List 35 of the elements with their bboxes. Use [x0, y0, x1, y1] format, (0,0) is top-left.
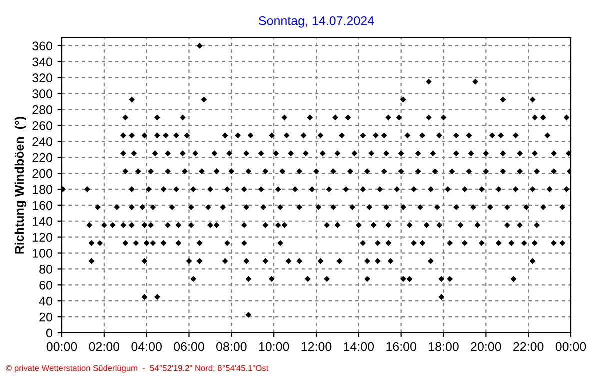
y-tick-label: 140 [33, 217, 52, 226]
y-tick-label: 80 [40, 265, 52, 274]
y-tick-label: 320 [32, 74, 52, 83]
y-tick-label: 20 [40, 312, 52, 322]
x-tick-label: 08:00 [216, 342, 247, 352]
y-tick-label: 220 [32, 153, 52, 162]
y-tick-label: 360 [32, 42, 52, 51]
y-tick-label: 340 [32, 58, 52, 67]
x-tick-label: 12:00 [302, 342, 332, 352]
x-tick-label: 16:00 [386, 342, 416, 352]
y-tick-label: 120 [33, 233, 52, 242]
y-tick-label: 200 [32, 169, 52, 178]
y-tick-label: 160 [33, 201, 52, 210]
x-tick-label: 20:00 [471, 342, 502, 352]
y-tick-label: 100 [33, 249, 52, 258]
chart-title: Sonntag, 14.07.2024 [259, 16, 374, 28]
y-axis-title: Richtung Windböen (°) [14, 117, 27, 254]
x-tick-label: 04:00 [132, 342, 162, 352]
x-tick-label: 10:00 [259, 342, 290, 352]
x-tick-label: 00:00 [556, 342, 586, 352]
x-tick-label: 02:00 [89, 342, 120, 352]
y-tick-label: 0 [46, 328, 52, 338]
x-tick-label: 14:00 [344, 342, 374, 352]
y-tick-label: 60 [40, 280, 52, 290]
text: © private Wetterstation Süderlügum - 54°52'19.2" Nord; 8°54'45.1"Ost [6, 365, 269, 373]
y-tick-label: 280 [32, 106, 52, 114]
y-tick-label: 300 [32, 90, 52, 98]
x-tick-label: 18:00 [429, 342, 459, 352]
y-tick-label: 260 [32, 122, 52, 130]
y-tick-label: 40 [39, 296, 52, 306]
x-tick-label: 00:00 [46, 342, 78, 352]
x-tick-label: 22:00 [514, 342, 544, 352]
x-tick-label: 06:00 [174, 342, 204, 352]
y-tick-label: 240 [32, 137, 52, 146]
y-tick-label: 180 [33, 185, 52, 194]
